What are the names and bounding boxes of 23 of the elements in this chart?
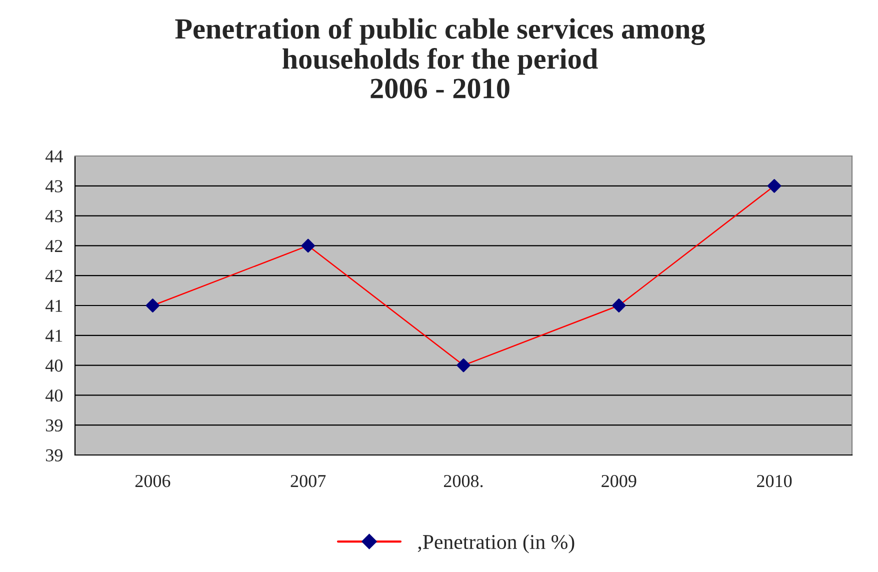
y-tick-label: 40: [45, 389, 63, 402]
point: [301, 238, 316, 253]
y-tick-label: 39: [46, 419, 62, 432]
y-tick-label: 42: [45, 240, 62, 252]
y-tick-label: 41: [45, 330, 62, 342]
x-tick-label: 2007: [290, 474, 326, 488]
point: [146, 298, 160, 312]
y-tick-label: 42: [45, 270, 62, 282]
x-tick-label: 2008.: [444, 474, 483, 488]
chart-title: Penetration of public cable services among households for the period 2006 - 2010: [175, 18, 706, 98]
point: [612, 298, 626, 312]
y-tick-label: 40: [45, 360, 63, 372]
x-tick-label: 2010: [757, 474, 792, 488]
point: [456, 358, 470, 372]
point: [767, 178, 782, 193]
x-tick-label: 2009: [602, 474, 636, 488]
y-tick-label: 44: [45, 150, 63, 162]
x-tick-label: 2006: [135, 474, 170, 488]
y-tick-label: 39: [46, 449, 62, 462]
y-tick-label: 43: [45, 180, 62, 192]
y-tick-label: 43: [45, 210, 62, 222]
y-tick-label: 41: [45, 300, 62, 312]
legend-label: ,Penetration (in %): [418, 534, 574, 554]
